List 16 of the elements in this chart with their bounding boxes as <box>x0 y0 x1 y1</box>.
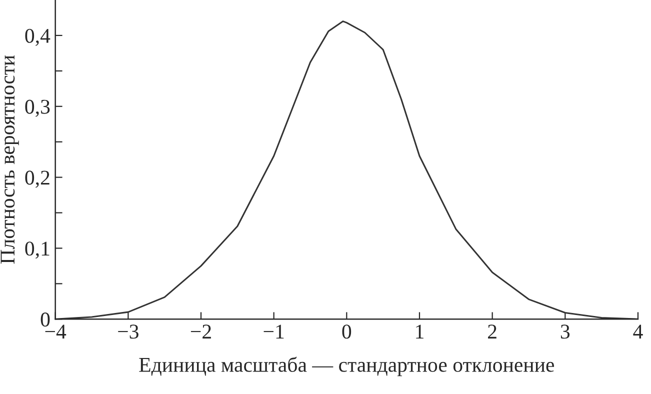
y-tick-label: 0 <box>40 312 50 327</box>
x-tick-label: 0 <box>342 324 352 339</box>
y-axis-title: Плотность вероятности <box>0 55 19 264</box>
x-tick-label: −4 <box>45 324 66 338</box>
x-tick-label: −2 <box>190 324 211 338</box>
y-tick-label: 0,1 <box>25 242 50 259</box>
x-tick-label: −1 <box>264 324 284 338</box>
x-tick-label: 3 <box>560 324 570 339</box>
y-tick-label: 0,2 <box>25 170 50 188</box>
x-axis-title: Единица масштаба — стандартное отклонение <box>139 356 554 376</box>
x-tick-label: 4 <box>633 324 643 338</box>
y-tick-label: 0,4 <box>25 28 50 46</box>
x-tick-label: 1 <box>416 324 424 338</box>
x-tick-label: 2 <box>488 324 496 338</box>
x-tick-label: −3 <box>118 324 138 339</box>
y-tick-label: 0,3 <box>25 100 50 117</box>
